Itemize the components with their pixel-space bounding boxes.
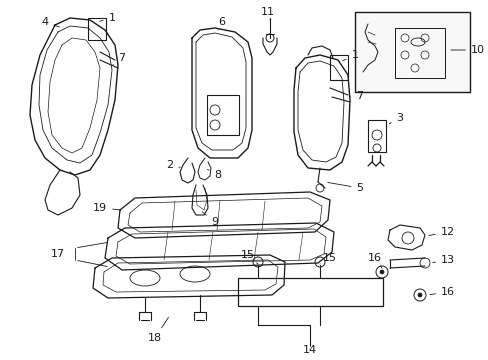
Text: 7: 7 xyxy=(350,91,363,101)
Text: 6: 6 xyxy=(218,17,225,30)
Text: 2: 2 xyxy=(166,160,180,170)
Bar xyxy=(329,55,347,80)
Text: 7: 7 xyxy=(113,53,125,65)
Text: 17: 17 xyxy=(51,249,65,259)
Text: 3: 3 xyxy=(388,113,403,124)
Bar xyxy=(354,12,469,92)
Text: 9: 9 xyxy=(202,212,218,227)
Text: 13: 13 xyxy=(432,255,454,265)
Bar xyxy=(394,28,444,78)
Text: 11: 11 xyxy=(261,7,274,20)
Bar xyxy=(206,95,239,135)
Text: 1: 1 xyxy=(342,50,358,61)
Text: 19: 19 xyxy=(93,203,119,213)
Text: 15: 15 xyxy=(319,253,336,264)
Text: 1: 1 xyxy=(100,13,115,23)
Bar xyxy=(367,120,385,152)
Text: 12: 12 xyxy=(428,227,454,237)
Text: 16: 16 xyxy=(429,287,454,297)
Text: 18: 18 xyxy=(148,317,168,343)
Text: 10: 10 xyxy=(450,45,484,55)
Circle shape xyxy=(417,293,421,297)
Bar xyxy=(238,278,382,306)
Circle shape xyxy=(379,270,383,274)
Text: 15: 15 xyxy=(241,250,258,264)
Text: 16: 16 xyxy=(367,253,381,268)
Text: 8: 8 xyxy=(207,169,221,180)
Bar xyxy=(88,18,106,40)
Text: 5: 5 xyxy=(327,183,363,193)
Text: 4: 4 xyxy=(41,17,59,27)
Text: 14: 14 xyxy=(303,345,316,355)
